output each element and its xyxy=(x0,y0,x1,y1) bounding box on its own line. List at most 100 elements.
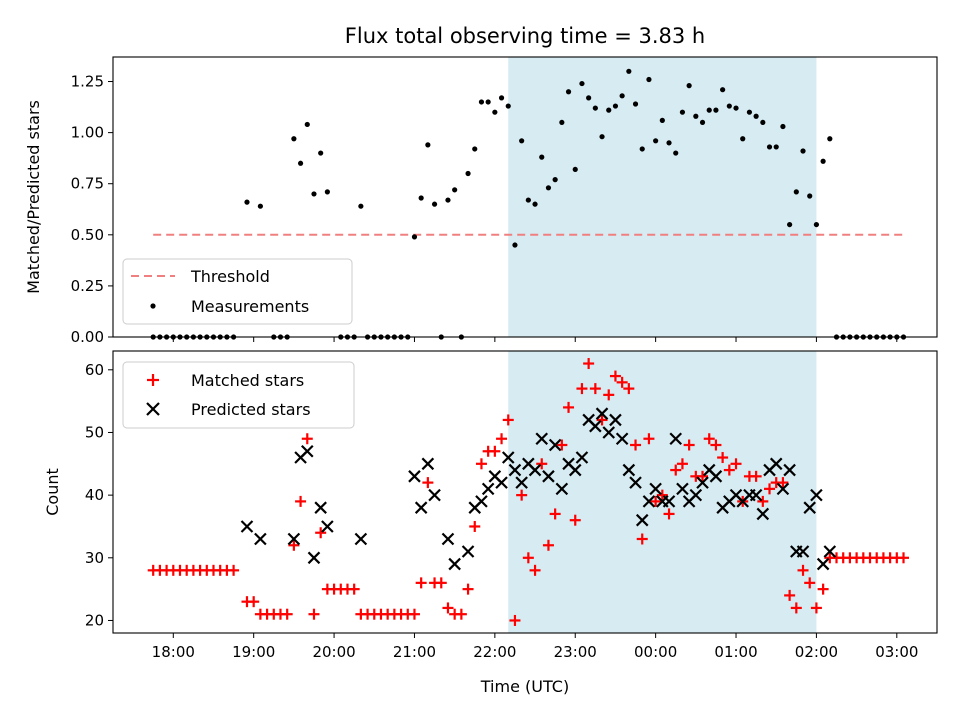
measurement-point-95 xyxy=(813,221,820,228)
measurement-point-46 xyxy=(485,99,491,105)
matched-star-point-53 xyxy=(509,614,521,626)
predicted-star-point-12 xyxy=(428,488,441,502)
measurement-point-97 xyxy=(827,136,833,142)
measurement-point-90 xyxy=(780,123,786,130)
matched-star-point-57 xyxy=(536,458,548,470)
predicted-star-point-8 xyxy=(354,532,368,546)
measurement-point-68 xyxy=(632,101,639,107)
measurement-point-82 xyxy=(726,103,732,109)
matched-star-point-39 xyxy=(415,577,427,589)
predicted-legend-label: Predicted stars xyxy=(191,400,311,419)
matched-star-point-47 xyxy=(469,520,481,532)
predicted-star-point-17 xyxy=(475,495,488,508)
measurement-point-51 xyxy=(519,138,525,144)
predicted-star-point-37 xyxy=(609,413,622,427)
matched-star-point-55 xyxy=(522,552,534,564)
matched-star-point-14 xyxy=(248,596,260,608)
x-tick-label-4: 22:00 xyxy=(473,643,516,661)
x-tick-label-5: 23:00 xyxy=(554,643,597,661)
matched-star-point-38 xyxy=(408,608,420,620)
measurements-legend-label: Measurements xyxy=(191,297,309,316)
measurement-point-73 xyxy=(666,140,672,146)
measurement-point-58 xyxy=(565,89,572,95)
measurement-point-70 xyxy=(646,76,652,83)
matched-star-point-99 xyxy=(817,583,829,595)
predicted-star-point-47 xyxy=(676,482,689,496)
x-tick-label-7: 01:00 xyxy=(714,643,757,661)
predicted-legend-swatch xyxy=(146,402,160,416)
ratio-axes-frame xyxy=(112,56,938,338)
measurement-point-40 xyxy=(445,197,451,203)
matched-legend-swatch xyxy=(147,374,159,386)
predicted-star-point-0 xyxy=(240,520,254,533)
measurement-point-35 xyxy=(411,234,418,240)
measurement-point-52 xyxy=(525,197,531,203)
predicted-star-point-21 xyxy=(501,451,515,464)
predicted-star-point-23 xyxy=(515,476,528,489)
predicted-star-point-10 xyxy=(414,501,428,514)
measurement-point-19 xyxy=(297,160,304,166)
measurement-point-13 xyxy=(244,199,250,205)
predicted-star-point-40 xyxy=(629,476,642,489)
measurement-point-21 xyxy=(311,191,317,197)
predicted-star-point-69 xyxy=(823,545,837,558)
y-tick-label-2: 0.50 xyxy=(71,226,104,244)
predicted-star-point-36 xyxy=(602,426,616,439)
y-tick-label-1: 30 xyxy=(85,549,104,567)
matched-star-point-73 xyxy=(643,433,655,445)
matched-star-point-81 xyxy=(697,470,709,482)
matched-star-point-83 xyxy=(710,439,722,451)
measurement-point-48 xyxy=(498,95,505,101)
measurement-point-87 xyxy=(760,119,766,126)
chart-title: Flux total observing time = 3.83 h xyxy=(345,24,705,48)
matched-star-point-85 xyxy=(723,464,735,476)
matched-star-point-19 xyxy=(281,608,293,620)
matched-star-point-90 xyxy=(757,495,769,507)
matched-star-point-84 xyxy=(717,452,729,464)
measurement-point-79 xyxy=(706,107,712,113)
predicted-star-point-6 xyxy=(314,501,327,514)
predicted-star-point-39 xyxy=(622,463,636,477)
predicted-star-point-52 xyxy=(709,470,723,483)
predicted-star-point-59 xyxy=(756,507,770,521)
matched-star-point-59 xyxy=(549,508,561,520)
predicted-star-point-63 xyxy=(783,463,796,477)
measurement-point-72 xyxy=(659,117,665,123)
ratio-legend: Threshold Measurements xyxy=(122,258,353,325)
predicted-star-point-58 xyxy=(749,488,763,502)
matched-star-point-48 xyxy=(475,458,487,470)
matched-star-point-89 xyxy=(750,470,762,482)
predicted-star-point-41 xyxy=(635,513,649,527)
matched-star-point-45 xyxy=(455,608,467,620)
predicted-star-point-38 xyxy=(615,432,629,446)
matched-star-point-68 xyxy=(609,370,621,382)
matched-star-point-56 xyxy=(529,564,541,576)
measurement-point-92 xyxy=(793,189,799,195)
matched-star-point-71 xyxy=(630,439,642,451)
matched-star-point-23 xyxy=(308,608,320,620)
measurement-point-67 xyxy=(626,68,632,74)
measurement-point-55 xyxy=(545,185,552,191)
matched-star-point-98 xyxy=(810,602,822,614)
predicted-star-point-49 xyxy=(689,488,703,502)
predicted-star-point-1 xyxy=(254,532,267,546)
predicted-star-point-25 xyxy=(528,463,542,477)
predicted-star-point-45 xyxy=(662,495,676,508)
y-tick-label-1: 0.25 xyxy=(71,277,104,295)
matched-star-point-29 xyxy=(348,583,360,595)
matched-star-point-96 xyxy=(797,564,809,576)
measurement-point-54 xyxy=(539,154,545,160)
threshold-legend-label: Threshold xyxy=(190,267,270,286)
x-tick-label-9: 03:00 xyxy=(875,643,918,661)
predicted-star-point-32 xyxy=(575,451,589,464)
measurement-point-94 xyxy=(807,193,813,199)
measurement-point-77 xyxy=(693,113,699,119)
measurement-point-47 xyxy=(492,109,498,115)
matched-star-point-50 xyxy=(489,445,501,457)
measurement-point-80 xyxy=(713,107,719,113)
matched-star-point-86 xyxy=(730,458,742,470)
matched-star-point-63 xyxy=(576,383,588,395)
matched-star-point-72 xyxy=(636,533,648,545)
measurement-point-74 xyxy=(673,150,679,156)
count-axes-frame xyxy=(112,350,938,634)
